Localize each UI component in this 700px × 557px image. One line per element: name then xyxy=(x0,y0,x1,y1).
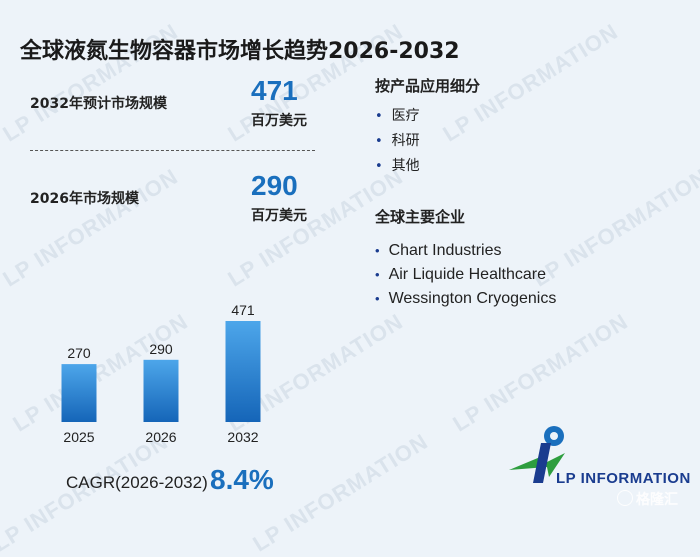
stat-label-2026: 2026年市场规模 xyxy=(30,191,139,207)
divider xyxy=(30,150,315,151)
bar-value-label: 290 xyxy=(149,341,173,357)
segment-label: 医疗 xyxy=(391,108,420,124)
x-tick-label: 2032 xyxy=(227,429,258,445)
source-watermark: 格隆汇 xyxy=(617,489,678,509)
lp-information-logo-icon xyxy=(509,426,565,483)
bar-value-label: 471 xyxy=(231,302,255,318)
bullet-icon: • xyxy=(375,267,380,282)
bar-2025 xyxy=(61,364,97,422)
x-tick-label: 2026 xyxy=(145,429,176,445)
segments-list: • 医疗 • 科研 • 其他 xyxy=(375,104,420,179)
bullet-icon: • xyxy=(375,134,383,149)
company-name: Wessington Cryogenics xyxy=(388,290,557,307)
watermark: LP INFORMATION xyxy=(448,308,633,437)
cagr-value: 8.4% xyxy=(210,464,274,495)
bullet-icon: • xyxy=(375,243,380,258)
list-item: • Wessington Cryogenics xyxy=(375,287,556,311)
bar-value-label: 270 xyxy=(67,345,91,361)
x-tick-label: 2025 xyxy=(63,429,94,445)
list-item: • Air Liquide Healthcare xyxy=(375,263,556,287)
company-name: Chart Industries xyxy=(388,242,502,259)
bar-2026 xyxy=(143,359,179,422)
stat-value-2026: 290 xyxy=(251,170,298,201)
segments-heading: 按产品应用细分 xyxy=(375,77,481,95)
segment-label: 科研 xyxy=(391,133,420,149)
bullet-icon: • xyxy=(375,291,380,306)
source-logo-icon xyxy=(617,490,633,506)
bar-chart: 270 2025 290 2026 471 2032 xyxy=(61,302,261,445)
watermark: LP INFORMATION xyxy=(0,163,183,292)
page-title: 全球液氮生物容器市场增长趋势2026-2032 xyxy=(20,39,460,64)
source-text: 格隆汇 xyxy=(636,492,678,508)
stat-unit-2026: 百万美元 xyxy=(251,208,307,224)
stat-label-2032: 2032年预计市场规模 xyxy=(30,96,167,112)
logo-text: LP INFORMATION xyxy=(556,470,691,487)
list-item: • 科研 xyxy=(375,129,420,154)
companies-list: • Chart Industries • Air Liquide Healthcar… xyxy=(375,239,556,311)
cagr-label: CAGR(2026-2032) xyxy=(66,473,208,492)
list-item: • 医疗 xyxy=(375,104,420,129)
list-item: • Chart Industries xyxy=(375,239,556,263)
companies-heading: 全球主要企业 xyxy=(375,208,466,226)
bullet-icon: • xyxy=(375,109,383,124)
bullet-icon: • xyxy=(375,159,383,174)
list-item: • 其他 xyxy=(375,154,420,179)
stat-unit-2032: 百万美元 xyxy=(251,113,307,129)
segment-label: 其他 xyxy=(391,158,420,174)
company-name: Air Liquide Healthcare xyxy=(388,266,546,283)
stat-value-2032: 471 xyxy=(251,75,298,106)
bar-2032 xyxy=(225,321,261,422)
